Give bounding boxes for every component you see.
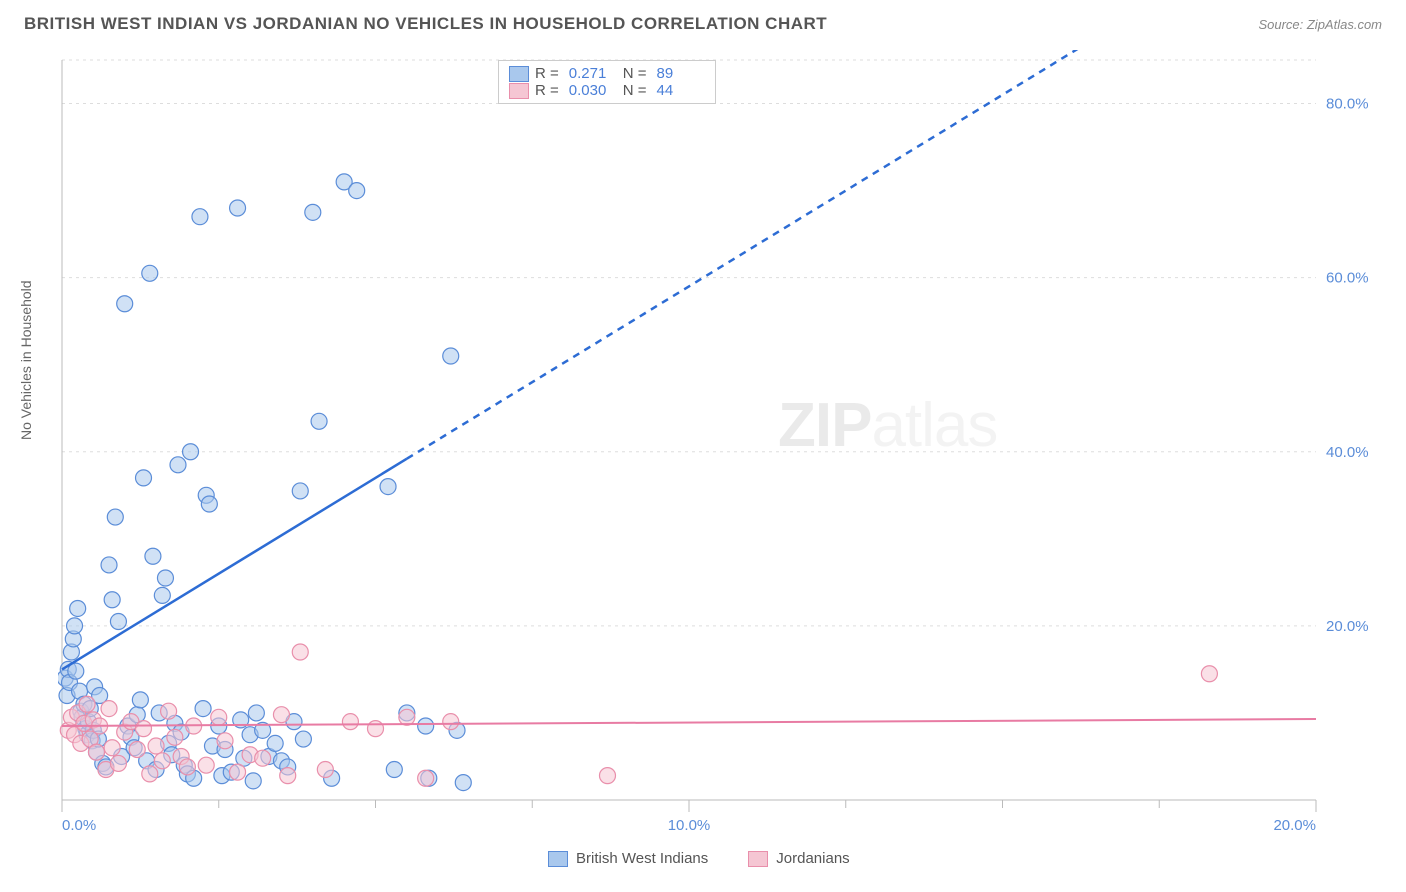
data-point: [443, 348, 459, 364]
data-point: [443, 714, 459, 730]
data-point: [161, 703, 177, 719]
legend-r-label: R =: [535, 82, 559, 99]
data-point: [183, 444, 199, 460]
data-point: [317, 762, 333, 778]
data-point: [101, 701, 117, 717]
data-point: [195, 701, 211, 717]
data-point: [230, 764, 246, 780]
y-axis-label: No Vehicles in Household: [18, 280, 34, 440]
data-point: [255, 750, 271, 766]
data-point: [211, 709, 227, 725]
data-point: [104, 592, 120, 608]
data-point: [368, 721, 384, 737]
data-point: [88, 744, 104, 760]
series-legend-item: British West Indians: [548, 850, 708, 867]
y-tick-label: 80.0%: [1326, 96, 1369, 113]
data-point: [280, 768, 296, 784]
legend-row: R = 0.271 N = 89: [509, 65, 705, 82]
data-point: [110, 755, 126, 771]
data-point: [418, 770, 434, 786]
data-point: [198, 757, 214, 773]
data-point: [132, 692, 148, 708]
legend-n-label: N =: [623, 82, 647, 99]
data-point: [170, 457, 186, 473]
data-point: [67, 618, 83, 634]
legend-n-label: N =: [623, 65, 647, 82]
data-point: [136, 470, 152, 486]
legend-row: R = 0.030 N = 44: [509, 82, 705, 99]
data-point: [145, 548, 161, 564]
data-point: [217, 733, 233, 749]
correlation-legend: R = 0.271 N = 89 R = 0.030 N = 44: [498, 60, 716, 104]
series-legend-item: Jordanians: [748, 850, 849, 867]
data-point: [107, 509, 123, 525]
data-point: [399, 709, 415, 725]
y-tick-label: 60.0%: [1326, 270, 1369, 287]
data-point: [136, 721, 152, 737]
trend-line: [62, 719, 1316, 726]
data-point: [157, 570, 173, 586]
legend-r-value: 0.030: [569, 82, 617, 99]
data-point: [117, 296, 133, 312]
data-point: [292, 644, 308, 660]
legend-r-value: 0.271: [569, 65, 617, 82]
series-name: British West Indians: [576, 850, 708, 867]
data-point: [201, 496, 217, 512]
data-point: [245, 773, 261, 789]
data-point: [349, 183, 365, 199]
data-point: [267, 735, 283, 751]
series-legend: British West Indians Jordanians: [548, 850, 850, 867]
x-tick-label: 10.0%: [668, 817, 711, 834]
data-point: [129, 742, 145, 758]
source-label: Source: ZipAtlas.com: [1258, 17, 1382, 32]
chart-container: 20.0%40.0%60.0%80.0%0.0%10.0%20.0% ZIPat…: [58, 50, 1376, 840]
data-point: [230, 200, 246, 216]
series-name: Jordanians: [776, 850, 849, 867]
data-point: [305, 204, 321, 220]
legend-n-value: 44: [657, 82, 705, 99]
data-point: [179, 759, 195, 775]
data-point: [599, 768, 615, 784]
data-point: [70, 600, 86, 616]
data-point: [248, 705, 264, 721]
data-point: [455, 775, 471, 791]
trend-line-dashed: [407, 50, 1316, 459]
legend-swatch: [509, 83, 529, 99]
data-point: [342, 714, 358, 730]
legend-swatch: [548, 851, 568, 867]
data-point: [380, 479, 396, 495]
data-point: [295, 731, 311, 747]
data-point: [148, 738, 164, 754]
data-point: [142, 265, 158, 281]
data-point: [154, 753, 170, 769]
data-point: [418, 718, 434, 734]
legend-r-label: R =: [535, 65, 559, 82]
data-point: [101, 557, 117, 573]
data-point: [311, 413, 327, 429]
data-point: [1201, 666, 1217, 682]
data-point: [142, 766, 158, 782]
y-tick-label: 40.0%: [1326, 444, 1369, 461]
data-point: [167, 729, 183, 745]
legend-swatch: [509, 66, 529, 82]
x-tick-label: 0.0%: [62, 817, 96, 834]
data-point: [154, 587, 170, 603]
x-tick-label: 20.0%: [1273, 817, 1316, 834]
legend-n-value: 89: [657, 65, 705, 82]
data-point: [104, 740, 120, 756]
y-tick-label: 20.0%: [1326, 618, 1369, 635]
scatter-plot: 20.0% 40.0% 60.0% 80.0% 0.0% 10.0% 20.0%: [58, 50, 1376, 840]
legend-swatch: [748, 851, 768, 867]
data-point: [110, 614, 126, 630]
data-point: [273, 707, 289, 723]
data-point: [386, 762, 402, 778]
data-point: [79, 696, 95, 712]
data-point: [192, 209, 208, 225]
chart-title: BRITISH WEST INDIAN VS JORDANIAN NO VEHI…: [24, 14, 827, 34]
data-point: [292, 483, 308, 499]
